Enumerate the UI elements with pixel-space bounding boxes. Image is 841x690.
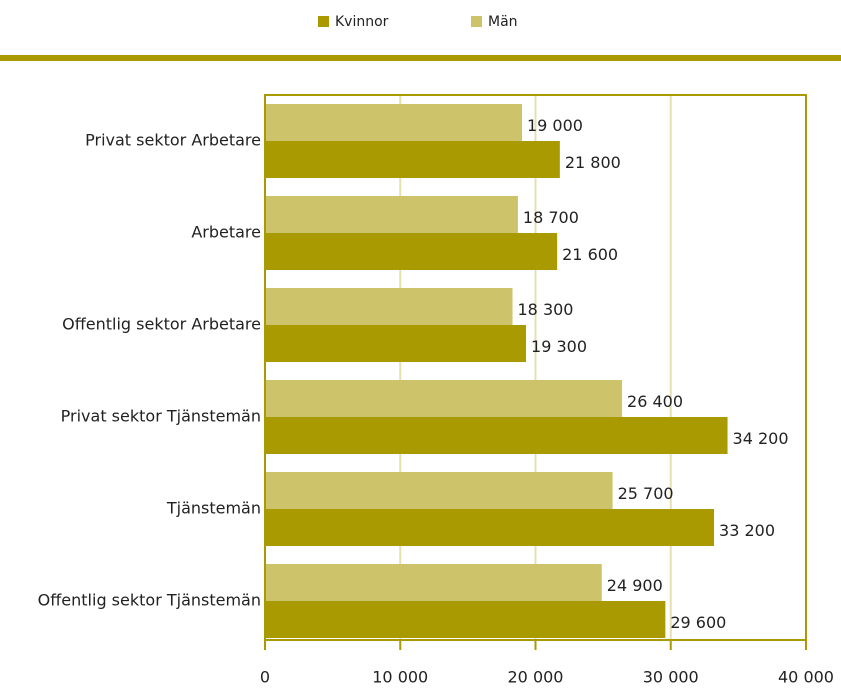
x-tick-label: 40 000 <box>778 668 834 687</box>
x-tick-label: 20 000 <box>508 668 564 687</box>
category-label: Privat sektor Arbetare <box>85 131 261 150</box>
value-label: 24 900 <box>607 576 663 595</box>
legend-label: Män <box>488 14 518 30</box>
value-label: 29 600 <box>670 613 726 632</box>
category-label: Offentlig sektor Arbetare <box>62 315 261 334</box>
bar <box>265 380 623 417</box>
value-label: 21 800 <box>565 153 621 172</box>
bar <box>265 601 666 638</box>
bar <box>265 104 522 141</box>
legend-label: Kvinnor <box>335 14 389 30</box>
category-label: Tjänstemän <box>166 499 261 518</box>
legend-swatch <box>471 16 482 27</box>
plot-frame <box>264 94 807 640</box>
value-label: 25 700 <box>618 484 674 503</box>
x-tick-label: 0 <box>260 668 270 687</box>
category-label: Arbetare <box>191 223 261 242</box>
value-label: 19 000 <box>527 116 583 135</box>
value-label: 26 400 <box>627 392 683 411</box>
bar <box>265 509 715 546</box>
value-label: 19 300 <box>531 337 587 356</box>
category-label: Privat sektor Tjänstemän <box>61 407 261 426</box>
value-label: 18 300 <box>518 300 574 319</box>
x-tick-label: 30 000 <box>643 668 699 687</box>
bar <box>265 325 527 362</box>
category-label: Offentlig sektor Tjänstemän <box>38 591 261 610</box>
bar <box>265 472 613 509</box>
bar <box>265 564 602 601</box>
header-rule <box>0 55 841 61</box>
bar <box>265 196 518 233</box>
value-label: 18 700 <box>523 208 579 227</box>
value-label: 33 200 <box>719 521 775 540</box>
bar <box>265 141 560 178</box>
x-tick-label: 10 000 <box>372 668 428 687</box>
value-label: 21 600 <box>562 245 618 264</box>
bar <box>265 288 513 325</box>
legend-swatch <box>318 16 329 27</box>
value-label: 34 200 <box>733 429 789 448</box>
bar <box>265 233 558 270</box>
bar <box>265 417 728 454</box>
